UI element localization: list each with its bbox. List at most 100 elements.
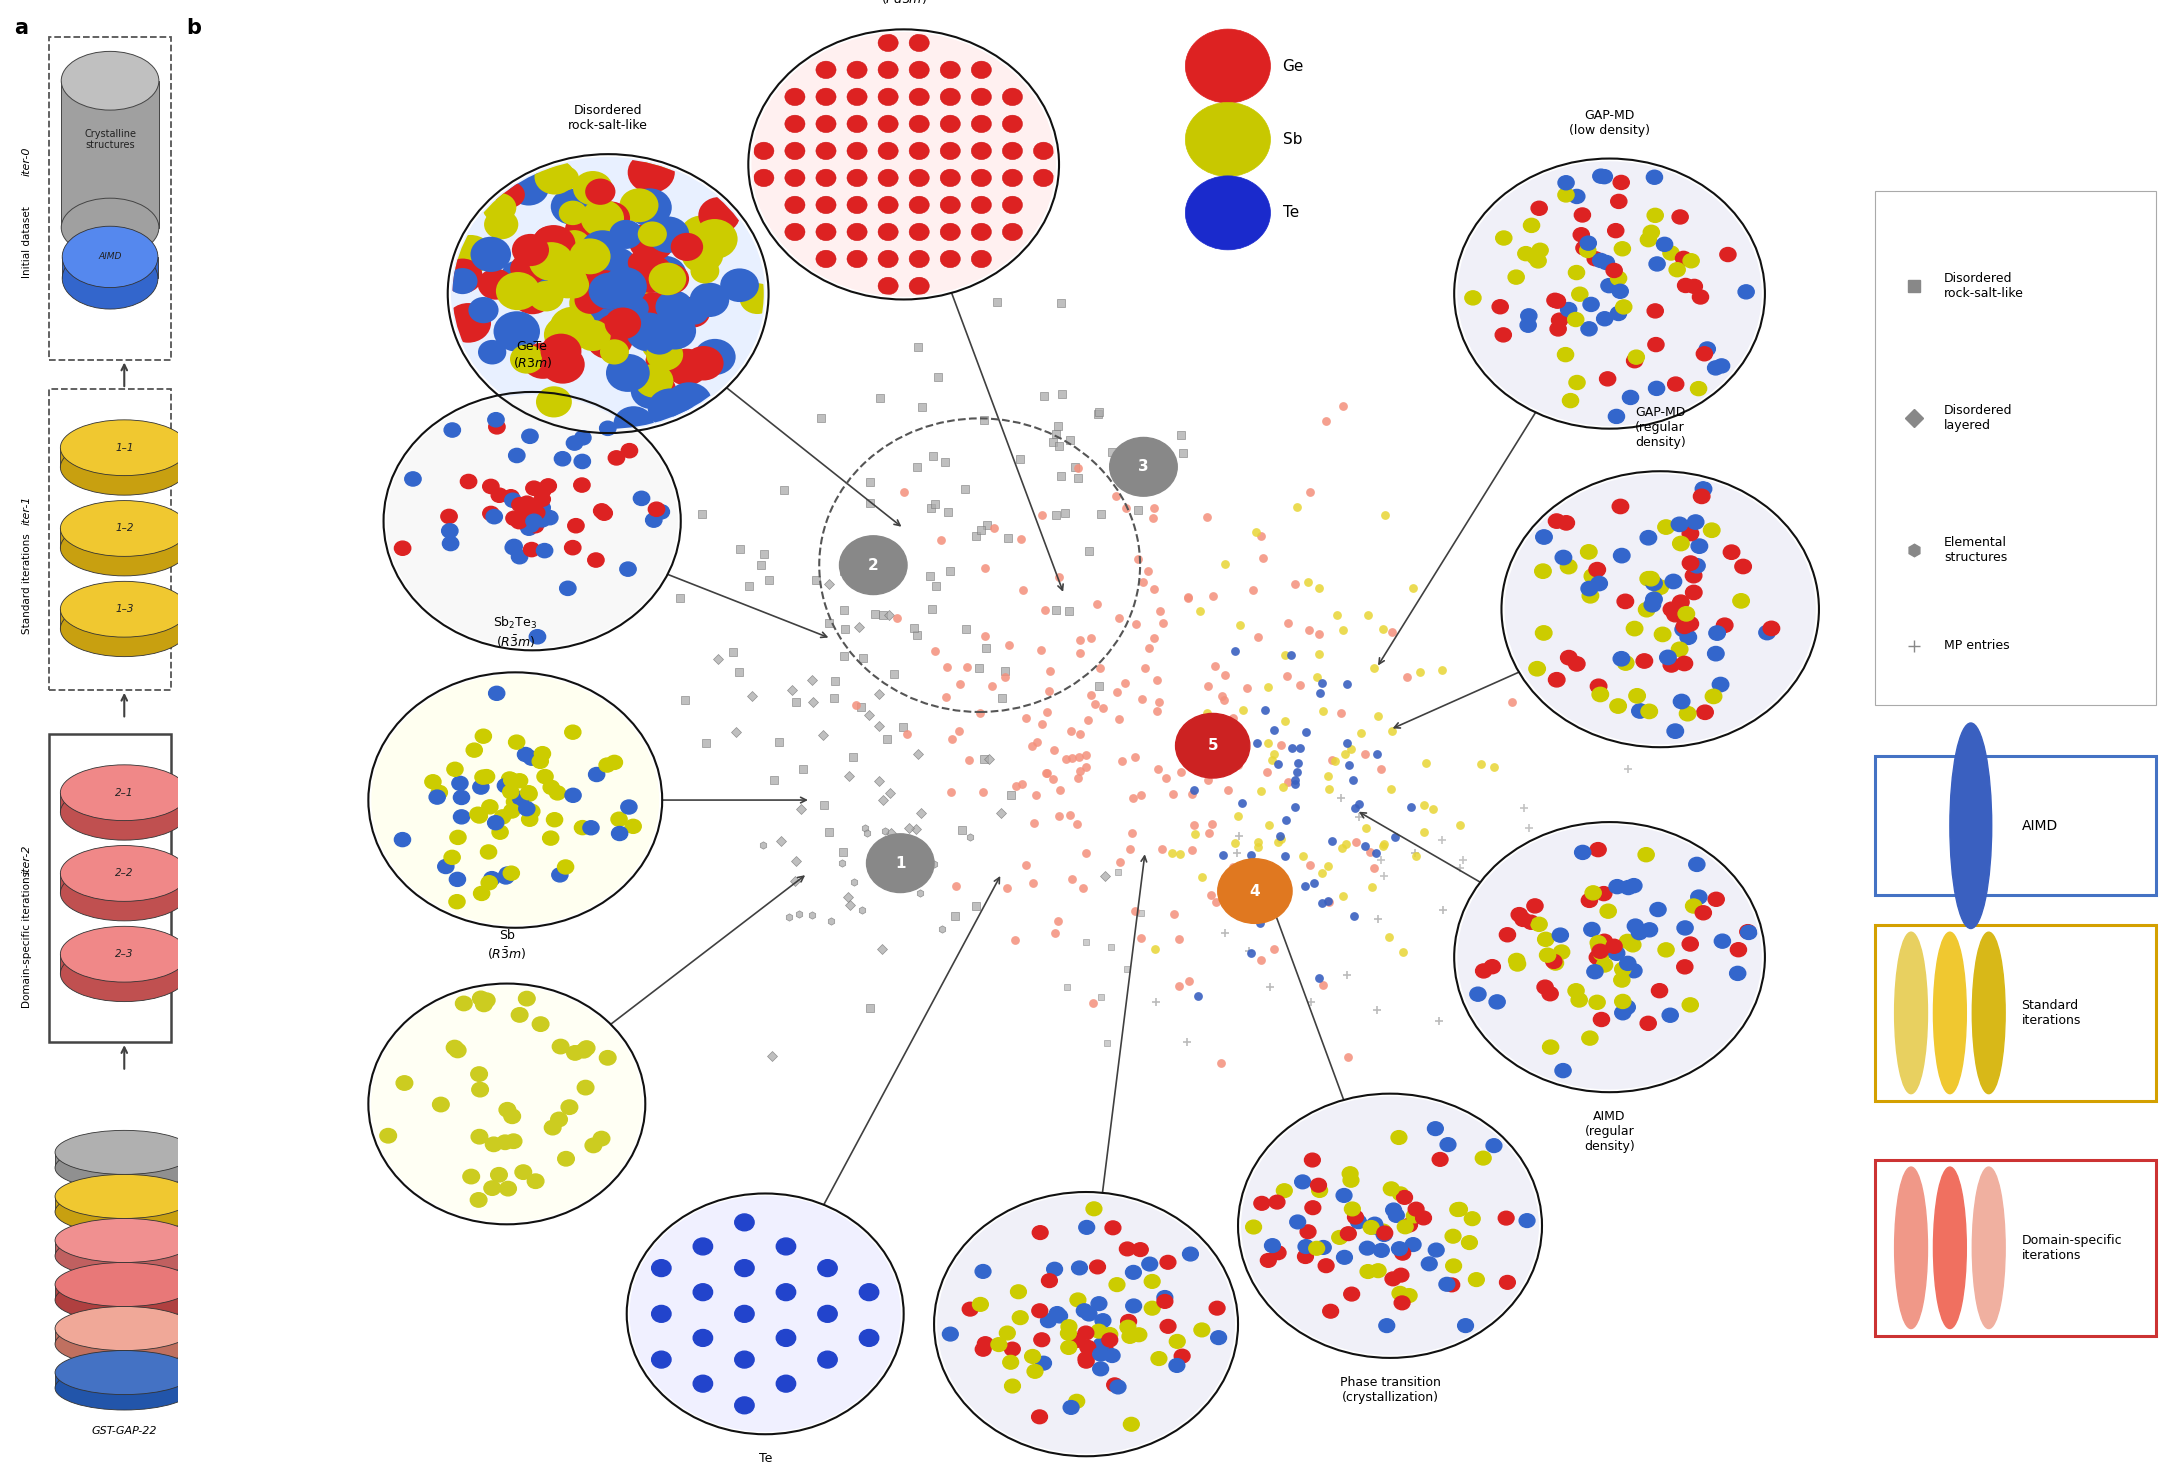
Point xyxy=(1323,702,1357,725)
Circle shape xyxy=(1580,894,1598,907)
Point xyxy=(1305,699,1340,722)
Point xyxy=(1256,747,1290,771)
Circle shape xyxy=(485,1138,502,1151)
Point xyxy=(853,997,888,1020)
Circle shape xyxy=(818,1305,838,1323)
Circle shape xyxy=(550,785,565,800)
Point xyxy=(929,655,963,678)
Point xyxy=(981,291,1015,314)
Circle shape xyxy=(543,316,589,354)
Point xyxy=(1362,907,1396,931)
Circle shape xyxy=(639,222,667,247)
Point xyxy=(1314,829,1349,853)
Circle shape xyxy=(1596,934,1613,948)
Circle shape xyxy=(1392,1268,1409,1282)
Circle shape xyxy=(1490,995,1505,1009)
Circle shape xyxy=(1611,194,1626,208)
Circle shape xyxy=(1342,1167,1357,1180)
Point xyxy=(1141,699,1176,722)
Point xyxy=(1186,760,1221,784)
Circle shape xyxy=(1002,197,1022,214)
Circle shape xyxy=(450,872,465,887)
Circle shape xyxy=(1715,934,1730,948)
Point xyxy=(1039,423,1074,446)
Circle shape xyxy=(565,725,580,740)
Circle shape xyxy=(942,1327,959,1340)
Circle shape xyxy=(1613,549,1630,562)
Circle shape xyxy=(628,188,671,226)
Point xyxy=(866,938,901,962)
Bar xyxy=(54,1240,193,1257)
Point xyxy=(1137,937,1171,960)
Circle shape xyxy=(1072,1261,1087,1274)
Circle shape xyxy=(1005,1342,1020,1356)
Circle shape xyxy=(1665,574,1682,589)
Circle shape xyxy=(1628,351,1645,364)
Text: Domain-specific iterations: Domain-specific iterations xyxy=(22,871,32,1009)
Point xyxy=(1477,756,1511,780)
Point xyxy=(1041,414,1076,437)
Circle shape xyxy=(1061,1327,1076,1340)
Circle shape xyxy=(652,1351,671,1368)
Circle shape xyxy=(1596,311,1613,326)
Circle shape xyxy=(1691,382,1706,396)
Point xyxy=(1373,925,1407,948)
Text: Crystalline
structures: Crystalline structures xyxy=(84,129,136,150)
Point xyxy=(827,617,862,640)
Circle shape xyxy=(992,1337,1007,1352)
Circle shape xyxy=(1427,1122,1444,1136)
Circle shape xyxy=(751,32,1057,297)
Circle shape xyxy=(1583,1031,1598,1045)
Circle shape xyxy=(847,142,868,160)
Circle shape xyxy=(1392,1242,1407,1255)
Circle shape xyxy=(1682,937,1697,951)
Circle shape xyxy=(1005,1378,1020,1393)
Circle shape xyxy=(1386,1204,1401,1217)
Circle shape xyxy=(1682,556,1700,570)
Circle shape xyxy=(1269,1195,1284,1210)
Circle shape xyxy=(541,333,582,368)
Circle shape xyxy=(502,261,533,286)
Point xyxy=(1310,890,1344,913)
Circle shape xyxy=(1176,713,1249,778)
Circle shape xyxy=(699,197,740,233)
Circle shape xyxy=(1613,285,1628,298)
Point xyxy=(1394,796,1429,819)
Text: Standard
iterations: Standard iterations xyxy=(2022,998,2081,1028)
Point xyxy=(1329,672,1364,696)
Circle shape xyxy=(604,307,641,339)
Circle shape xyxy=(1522,915,1539,929)
Circle shape xyxy=(481,846,496,859)
Circle shape xyxy=(1554,1064,1572,1078)
Circle shape xyxy=(879,169,898,186)
Circle shape xyxy=(1002,142,1022,160)
Point xyxy=(1290,570,1325,593)
Point xyxy=(1241,731,1275,755)
Point xyxy=(1533,881,1567,904)
Point xyxy=(1070,708,1104,731)
Circle shape xyxy=(578,283,624,323)
Circle shape xyxy=(1498,1211,1513,1224)
Circle shape xyxy=(972,142,992,160)
Point xyxy=(1089,1032,1124,1055)
Circle shape xyxy=(667,382,712,423)
Circle shape xyxy=(909,250,929,267)
Bar xyxy=(61,793,188,812)
Circle shape xyxy=(1619,1000,1635,1014)
Circle shape xyxy=(552,868,567,882)
Circle shape xyxy=(1548,956,1563,970)
Circle shape xyxy=(1626,879,1641,893)
Circle shape xyxy=(879,197,898,214)
Point xyxy=(1061,467,1095,490)
Point xyxy=(1312,777,1347,800)
Circle shape xyxy=(595,314,632,346)
Circle shape xyxy=(1730,966,1745,981)
Point xyxy=(1325,618,1360,642)
Point xyxy=(911,564,946,587)
Point xyxy=(1137,432,1171,455)
Circle shape xyxy=(1663,247,1680,260)
Circle shape xyxy=(491,1167,507,1182)
Circle shape xyxy=(1375,1224,1392,1238)
Point xyxy=(879,871,914,894)
Point xyxy=(959,894,994,918)
